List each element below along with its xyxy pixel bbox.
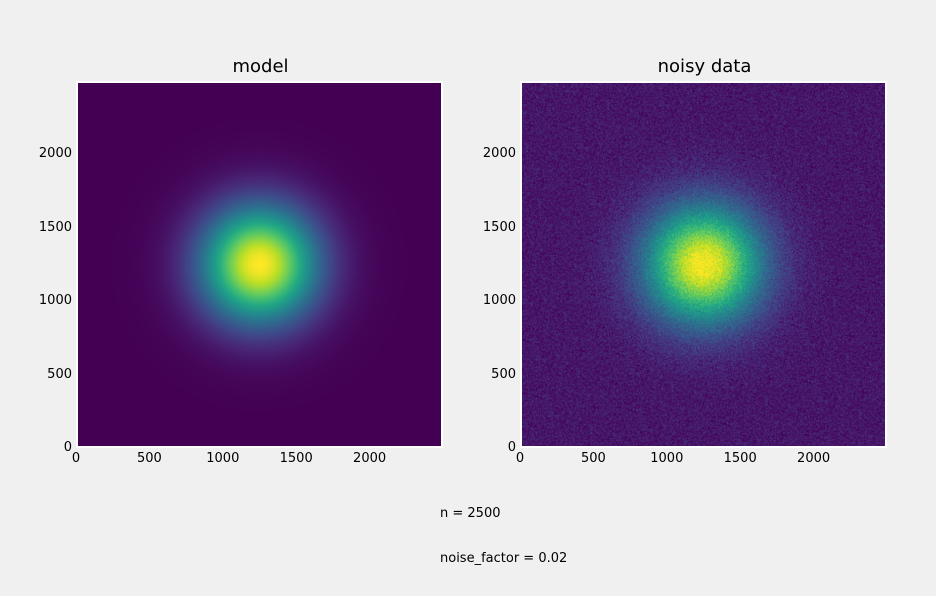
left-heatmap-frame xyxy=(76,81,443,448)
right-heatmap-frame xyxy=(520,81,887,448)
x-tick-label: 0 xyxy=(71,451,81,466)
x-tick-label: 1500 xyxy=(279,451,313,466)
figure-caption: n = 2500 noise_factor = 0.02 xyxy=(440,476,567,596)
y-tick-label: 1000 xyxy=(38,293,72,309)
y-tick-label: 1500 xyxy=(38,219,72,235)
y-tick-label: 2000 xyxy=(482,146,516,162)
x-tick-label: 1000 xyxy=(650,451,684,466)
y-tick-label: 500 xyxy=(47,366,72,382)
x-tick-label: 2000 xyxy=(797,451,831,466)
x-tick-label: 0 xyxy=(515,451,525,466)
right-plot-title: noisy data xyxy=(657,56,752,77)
y-tick-label: 2000 xyxy=(38,146,72,162)
x-tick-label: 500 xyxy=(580,451,606,466)
caption-n: n = 2500 xyxy=(440,506,501,521)
x-tick-label: 500 xyxy=(136,451,162,466)
y-tick-label: 1500 xyxy=(482,219,516,235)
y-tick-label: 1000 xyxy=(482,293,516,309)
x-tick-label: 2000 xyxy=(353,451,387,466)
y-tick-label: 0 xyxy=(63,440,72,455)
right-heatmap xyxy=(522,83,885,446)
figure: model 0 500 1000 1500 2000 0 500 1000 1500 2000 n… xyxy=(38,56,887,566)
left-heatmap xyxy=(78,83,441,446)
y-tick-label: 0 xyxy=(507,440,516,455)
x-tick-label: 1500 xyxy=(723,451,757,466)
y-tick-label: 500 xyxy=(491,366,516,382)
caption-noise-factor: noise_factor = 0.02 xyxy=(440,551,568,566)
left-plot-title: model xyxy=(232,56,289,77)
x-tick-label: 1000 xyxy=(206,451,240,466)
